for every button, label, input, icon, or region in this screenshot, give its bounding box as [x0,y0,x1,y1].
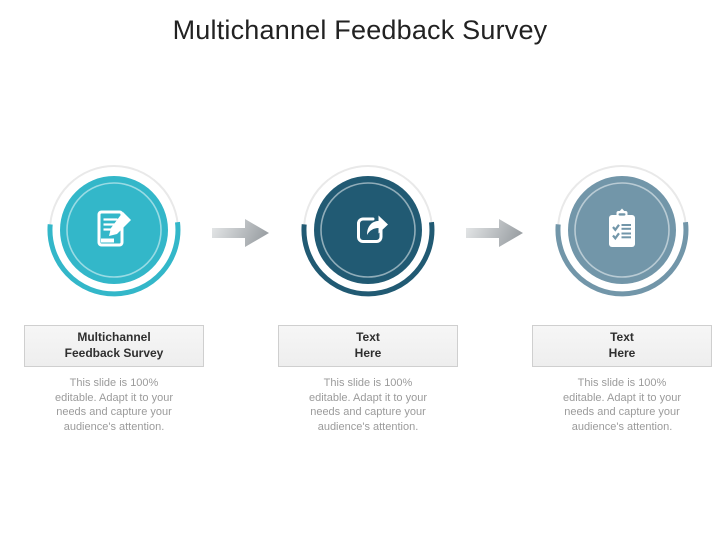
slide-title: Multichannel Feedback Survey [172,15,548,45]
arrow-right-icon [212,219,269,247]
connector-1 [204,155,278,251]
connector-2 [458,155,532,251]
step-label: Text Here [278,325,458,367]
step-description: This slide is 100% editable. Adapt it to… [562,377,682,433]
step-description: This slide is 100% editable. Adapt it to… [54,377,174,433]
clipboard-checklist-icon [609,208,635,247]
step-circle [301,165,435,297]
arrow-right-icon [466,219,523,247]
step-label: Text Here [532,325,712,367]
process-step-3: Text Here This slide is 100% editable. A… [532,155,712,434]
process-row: Multichannel Feedback Survey This slide … [24,155,712,434]
step-description: This slide is 100% editable. Adapt it to… [308,377,428,433]
step-circle [47,165,181,297]
edit-document-icon [97,210,131,247]
step-circle [555,165,689,297]
process-step-1: Multichannel Feedback Survey This slide … [24,155,204,434]
share-icon [357,215,388,243]
process-step-2: Text Here This slide is 100% editable. A… [278,155,458,434]
step-label: Multichannel Feedback Survey [24,325,204,367]
